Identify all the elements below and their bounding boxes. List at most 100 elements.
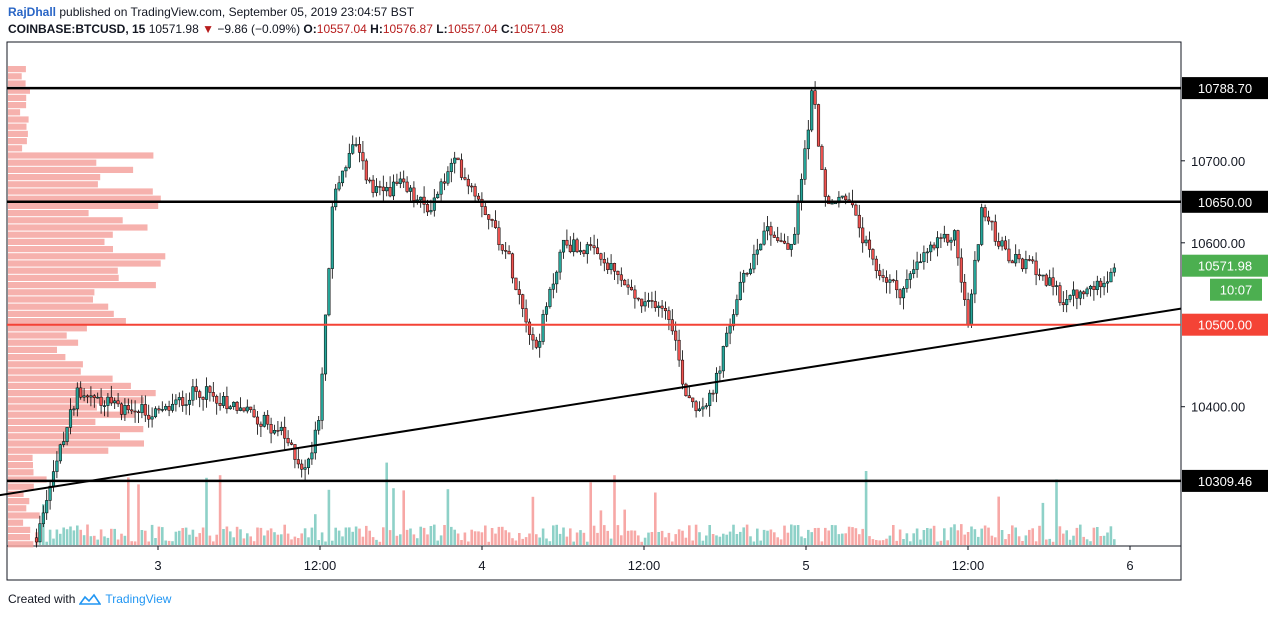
price-axis[interactable]: 10400.00 10600.00 10700.00 bbox=[1181, 154, 1245, 415]
volume-bar-down bbox=[654, 492, 657, 545]
volume-bar-down bbox=[681, 530, 684, 545]
profile-bar bbox=[8, 368, 81, 375]
candle-down bbox=[1092, 285, 1096, 290]
candle-down bbox=[1099, 280, 1103, 288]
volume-bar-up bbox=[1065, 530, 1068, 545]
candle-up bbox=[701, 406, 705, 410]
volume-bar-down bbox=[93, 535, 96, 545]
volume-bar-up bbox=[936, 541, 939, 545]
volume-bar-down bbox=[297, 538, 300, 545]
volume-bar-down bbox=[133, 541, 137, 545]
trendline-group[interactable] bbox=[0, 307, 1182, 497]
candle-up bbox=[1109, 271, 1113, 283]
volume-bar-down bbox=[256, 527, 259, 545]
candle-down bbox=[592, 245, 596, 249]
candle-up bbox=[310, 452, 314, 460]
candle-down bbox=[674, 330, 678, 341]
volume-bar-down bbox=[518, 533, 521, 545]
candle-down bbox=[1027, 259, 1031, 261]
volume-bar-up bbox=[48, 529, 52, 545]
countdown-label: 10:07 bbox=[1220, 283, 1253, 298]
volume-bar-up bbox=[949, 527, 953, 545]
volume-bar-down bbox=[218, 475, 222, 545]
ohlc-line: COINBASE:BTCUSD, 15 10571.98 ▼ −9.86 (−0… bbox=[8, 22, 564, 36]
volume-bar-down bbox=[773, 532, 776, 545]
candle-down bbox=[983, 207, 987, 218]
volume-bar-down bbox=[198, 533, 201, 545]
volume-bar-down bbox=[606, 530, 609, 545]
candle-up bbox=[1078, 291, 1082, 299]
volume-bar-down bbox=[1028, 529, 1031, 545]
profile-bar bbox=[8, 325, 87, 332]
ascending-trendline[interactable] bbox=[0, 307, 1182, 497]
price-chart[interactable]: 10400.00 10600.00 10700.00 3 12:00 4 12:00 5 12… bbox=[0, 0, 1274, 590]
volume-bar-down bbox=[388, 530, 392, 545]
candle-up bbox=[942, 233, 946, 239]
profile-bar bbox=[8, 116, 29, 123]
volume-bar-up bbox=[65, 529, 69, 545]
volume-bar-up bbox=[453, 529, 456, 545]
candle-up bbox=[714, 372, 719, 394]
volume-bar-down bbox=[565, 536, 569, 545]
price-tick-label: 10400.00 bbox=[1191, 400, 1245, 415]
candle-down bbox=[510, 253, 515, 279]
candle-up bbox=[228, 406, 232, 410]
horizontal-levels[interactable] bbox=[7, 86, 1181, 483]
volume-bar-up bbox=[572, 541, 575, 545]
profile-bar bbox=[8, 224, 148, 231]
volume-bar-down bbox=[511, 538, 514, 545]
volume-bar-down bbox=[300, 533, 303, 545]
candle-down bbox=[215, 396, 219, 404]
candle-down bbox=[357, 144, 362, 153]
volume-bar-down bbox=[1082, 536, 1085, 545]
volume-bar-down bbox=[575, 532, 579, 545]
candle-up bbox=[538, 341, 542, 348]
level-badge bbox=[1182, 190, 1268, 213]
volume-bar-down bbox=[395, 535, 399, 545]
candle-up bbox=[551, 283, 555, 290]
profile-bar bbox=[8, 238, 105, 245]
volume-bar-down bbox=[535, 534, 538, 545]
volume-bar-up bbox=[409, 528, 412, 545]
volume-bar-up bbox=[320, 532, 324, 545]
volume-bar-up bbox=[280, 534, 283, 545]
volume-bar-down bbox=[827, 530, 830, 545]
volume-bar-up bbox=[552, 525, 555, 545]
candle-down bbox=[772, 234, 776, 238]
volume-bar-up bbox=[718, 536, 722, 545]
volume-bar-up bbox=[647, 532, 650, 545]
candle-down bbox=[612, 263, 617, 272]
volume-bar-down bbox=[745, 524, 749, 545]
volume-bar-up bbox=[232, 537, 235, 545]
candle-up bbox=[75, 387, 79, 410]
candle-up bbox=[1000, 240, 1004, 247]
tradingview-brand-link[interactable]: TradingView bbox=[105, 592, 172, 606]
volume-bar-up bbox=[973, 529, 977, 545]
volume-bar-up bbox=[732, 524, 735, 545]
candle-up bbox=[320, 373, 324, 421]
volume-bar-down bbox=[470, 529, 473, 545]
candle-down bbox=[500, 244, 504, 251]
candle-down bbox=[827, 196, 831, 205]
current-price-badge bbox=[1182, 254, 1268, 277]
volume-bar-down bbox=[130, 541, 133, 545]
profile-bar bbox=[8, 73, 22, 80]
candle-down bbox=[147, 414, 151, 420]
candle-down bbox=[289, 442, 294, 445]
volume-bar-down bbox=[507, 532, 511, 545]
candle-up bbox=[759, 243, 763, 251]
time-axis[interactable]: 3 12:00 4 12:00 5 12:00 6 bbox=[154, 546, 1134, 573]
close-value: 10571.98 bbox=[513, 22, 564, 36]
profile-bar bbox=[8, 418, 96, 425]
volume-bar-down bbox=[786, 532, 790, 545]
price-badges: 10788.70 10650.00 10500.00 10309.46 10571.98… bbox=[1182, 77, 1268, 492]
volume-bar-up bbox=[150, 524, 154, 545]
volume-bar-up bbox=[331, 540, 334, 545]
volume-bar-up bbox=[725, 534, 728, 545]
volume-bar-up bbox=[307, 537, 310, 545]
author-link[interactable]: RajDhall bbox=[8, 5, 57, 19]
candle-up bbox=[578, 250, 583, 253]
volume-bar-up bbox=[303, 528, 307, 545]
volume-bar-down bbox=[664, 537, 667, 545]
candle-down bbox=[640, 298, 644, 307]
